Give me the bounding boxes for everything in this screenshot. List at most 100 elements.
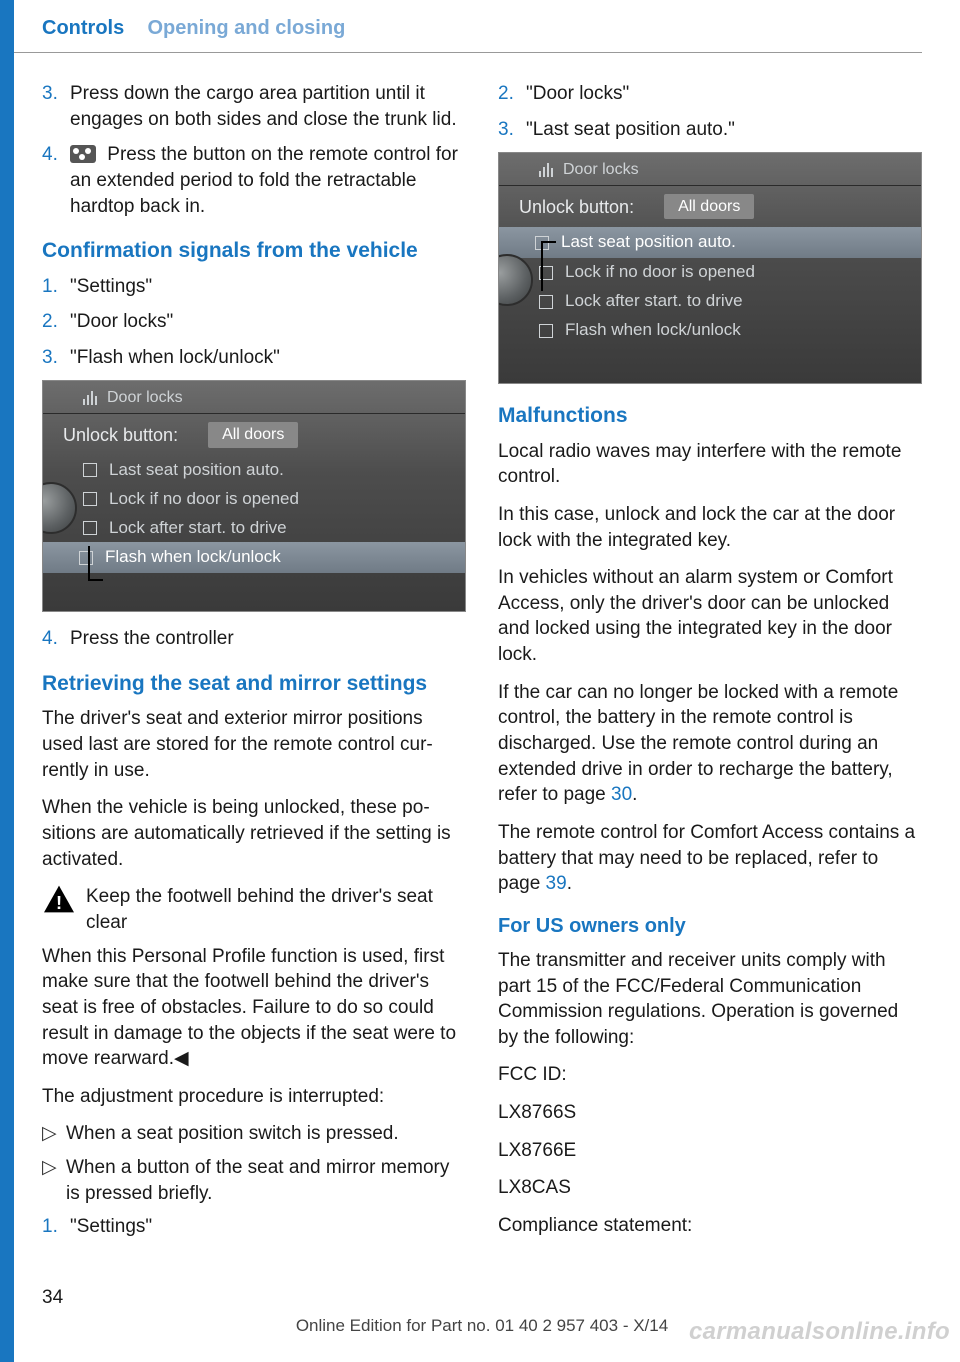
paragraph: In vehicles without an alarm system or C…	[498, 565, 922, 668]
checkbox-icon	[83, 463, 97, 477]
list-item: 4. Press the button on the remote contro…	[42, 142, 466, 219]
screen-title-row: Door locks	[499, 153, 921, 186]
paragraph-part: If the car can no longer be locked with …	[498, 682, 898, 806]
paragraph: In this case, unlock and lock the car at…	[498, 502, 922, 553]
page-ref-link[interactable]: 30	[611, 784, 632, 805]
screen-unlock-label: Unlock button:	[519, 195, 634, 219]
compliance-label: Compliance statement:	[498, 1213, 922, 1239]
step-text: "Door locks"	[526, 81, 922, 107]
step-number: 1.	[42, 274, 70, 300]
equalizer-icon	[83, 391, 99, 405]
paragraph: The driver's seat and exterior mirror po…	[42, 706, 466, 783]
step-text: Press the button on the remote control f…	[70, 142, 466, 219]
watermark-text: carmanualsonline.info	[689, 1316, 950, 1348]
fcc-label: FCC ID:	[498, 1062, 922, 1088]
equalizer-icon	[539, 163, 555, 177]
step4-body: Press the button on the remote control f…	[70, 144, 458, 216]
checkbox-icon	[79, 551, 93, 565]
checkbox-icon	[539, 295, 553, 309]
screen-title: Door locks	[107, 387, 183, 409]
screen-title: Door locks	[563, 159, 639, 181]
screen-row: Unlock button: All doors	[499, 186, 921, 228]
paragraph-part: .	[632, 784, 637, 805]
step-number: 4.	[42, 626, 70, 652]
screen-opt: Flash when lock/unlock	[565, 319, 741, 342]
content-columns: 3. Press down the cargo area partition u…	[0, 81, 960, 1251]
warning-block: ! Keep the footwell behind the driver's …	[42, 884, 466, 935]
step-text: Press down the cargo area partition unti…	[70, 81, 466, 132]
list-item: 4.Press the controller	[42, 626, 466, 652]
pointer-line	[541, 241, 543, 291]
side-accent-bar	[0, 0, 14, 1362]
section-heading: Retrieving the seat and mirror settings	[42, 670, 466, 698]
screen-opt: Last seat position auto.	[109, 459, 284, 482]
list-item: 2."Door locks"	[42, 309, 466, 335]
header-controls-label: Controls	[42, 17, 124, 39]
list-item: 3."Last seat position auto."	[498, 117, 922, 143]
paragraph-part: .	[567, 873, 572, 894]
list-item: 3."Flash when lock/unlock"	[42, 345, 466, 371]
checkbox-icon	[83, 492, 97, 506]
screen-opt: Last seat position auto.	[561, 231, 736, 254]
screen-opt: Flash when lock/unlock	[105, 546, 281, 569]
step-text: "Settings"	[70, 274, 466, 300]
screen-row: Flash when lock/unlock	[499, 316, 921, 345]
bullet-text: When a button of the seat and mirror mem…	[66, 1155, 466, 1206]
fcc-id: LX8CAS	[498, 1175, 922, 1201]
section-heading: Confirmation signals from the vehicle	[42, 237, 466, 265]
left-column: 3. Press down the cargo area partition u…	[42, 81, 466, 1251]
screen-opt: Lock if no door is opened	[109, 488, 299, 511]
pointer-line	[88, 546, 90, 579]
step-number: 3.	[42, 81, 70, 132]
bullet-text: When a seat position switch is pressed.	[66, 1121, 399, 1147]
paragraph: The adjustment procedure is interrupted:	[42, 1084, 466, 1110]
warning-body: When this Personal Profile function is u…	[42, 944, 466, 1072]
screen-unlock-label: Unlock button:	[63, 423, 178, 447]
all-doors-button: All doors	[664, 194, 754, 220]
list-item: 1."Settings"	[42, 1214, 466, 1240]
screen-row: Last seat position auto.	[43, 456, 465, 485]
paragraph: When the vehicle is being unlocked, thes…	[42, 795, 466, 872]
screen-opt: Lock if no door is opened	[565, 261, 755, 284]
paragraph: If the car can no longer be locked with …	[498, 680, 922, 808]
screen-title-row: Door locks	[43, 381, 465, 414]
bullet-marker: ▷	[42, 1155, 66, 1206]
screen-row-highlighted: Last seat position auto.	[499, 227, 921, 258]
header-section-label: Opening and closing	[148, 17, 346, 39]
step-number: 2.	[498, 81, 526, 107]
all-doors-button: All doors	[208, 422, 298, 448]
paragraph: The transmitter and receiver units compl…	[498, 948, 922, 1051]
screen-row: Lock after start. to drive	[499, 287, 921, 316]
screen-opt: Lock after start. to drive	[565, 290, 743, 313]
pointer-line	[88, 579, 103, 581]
step-number: 1.	[42, 1214, 70, 1240]
bullet-marker: ▷	[42, 1121, 66, 1147]
step-number: 4.	[42, 142, 70, 219]
page-ref-link[interactable]: 39	[546, 873, 567, 894]
step-text: Press the controller	[70, 626, 466, 652]
step-text: "Door locks"	[70, 309, 466, 335]
checkbox-icon	[539, 324, 553, 338]
section-heading: Malfunctions	[498, 402, 922, 430]
screen-row: Unlock button: All doors	[43, 414, 465, 456]
svg-text:!: !	[56, 892, 62, 913]
fcc-id: LX8766S	[498, 1100, 922, 1126]
warning-title: Keep the footwell behind the driver's se…	[86, 884, 466, 935]
bullet-item: ▷When a seat position switch is pressed.	[42, 1121, 466, 1147]
step-number: 2.	[42, 309, 70, 335]
step-number: 3.	[42, 345, 70, 371]
checkbox-icon	[83, 521, 97, 535]
right-column: 2."Door locks" 3."Last seat position aut…	[498, 81, 922, 1251]
paragraph: Local radio waves may interfere with the…	[498, 439, 922, 490]
screen-row: Lock if no door is opened	[499, 258, 921, 287]
idrive-screenshot-seat: Door locks Unlock button: All doors Last…	[498, 152, 922, 384]
screen-opt: Lock after start. to drive	[109, 517, 287, 540]
page-number: 34	[42, 1285, 922, 1311]
section-heading: For US owners only	[498, 913, 922, 940]
step-number: 3.	[498, 117, 526, 143]
list-item: 3. Press down the cargo area partition u…	[42, 81, 466, 132]
screen-row-highlighted: Flash when lock/unlock	[43, 542, 465, 573]
screen-row: Lock if no door is opened	[43, 485, 465, 514]
pointer-line	[541, 241, 556, 243]
paragraph: The remote control for Comfort Access co…	[498, 820, 922, 897]
